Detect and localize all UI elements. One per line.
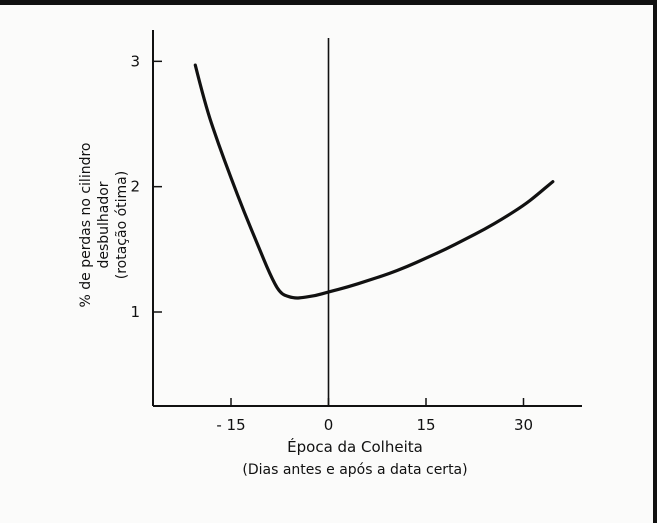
x-axis-title: Época da Colheita (287, 437, 423, 456)
x-axis-subtitle: (Dias antes e após a data certa) (242, 462, 467, 478)
y-axis-title-line-1: % de perdas no cilindro (78, 143, 94, 308)
ticks: 1 2 3 - 15 0 15 30 (130, 52, 533, 434)
x-tick-label: 30 (514, 416, 533, 434)
y-axis-title-line-2: desbulhador (96, 181, 112, 268)
x-tick-label: - 15 (216, 416, 245, 434)
series-layer (193, 63, 555, 300)
axes (152, 30, 582, 407)
series-line-0 (193, 63, 555, 300)
y-tick-label: 1 (130, 303, 140, 321)
y-tick-label: 3 (130, 52, 140, 70)
y-tick-label: 2 (130, 178, 140, 196)
x-tick-label: 0 (324, 416, 334, 434)
y-axis-title-group: % de perdas no cilindro desbulhador (rot… (78, 143, 130, 308)
y-axis-title-line-3: (rotação ótima) (114, 171, 130, 279)
x-tick-label: 15 (416, 416, 435, 434)
